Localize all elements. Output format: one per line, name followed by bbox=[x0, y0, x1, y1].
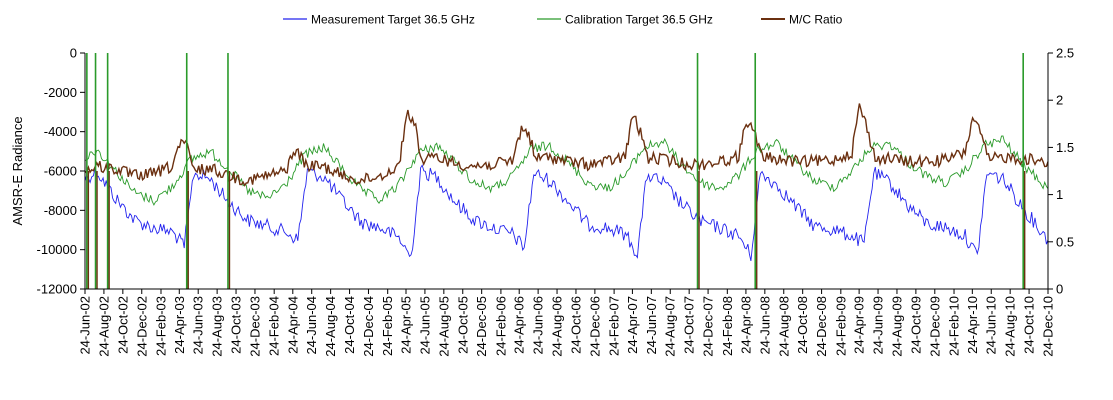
y-tick-label: 0 bbox=[70, 46, 77, 61]
x-tick-label: 24-Feb-06 bbox=[493, 296, 508, 356]
x-tick-label: 24-Jun-02 bbox=[78, 296, 93, 355]
x-tick-label: 24-Aug-05 bbox=[436, 296, 451, 357]
x-tick-label: 24-Apr-10 bbox=[965, 296, 980, 354]
x-tick-label: 24-Feb-07 bbox=[607, 296, 622, 356]
x-tick-label: 24-Apr-06 bbox=[512, 296, 527, 354]
x-tick-label: 24-Oct-06 bbox=[568, 296, 583, 354]
series-line-3 bbox=[84, 103, 1049, 187]
x-tick-label: 24-Feb-10 bbox=[947, 296, 962, 356]
x-tick-label: 24-Apr-05 bbox=[399, 296, 414, 354]
y2-tick-label: 2.5 bbox=[1056, 46, 1074, 61]
x-tick-label: 24-Oct-07 bbox=[682, 296, 697, 354]
legend-label: M/C Ratio bbox=[789, 13, 843, 27]
x-tick-label: 24-Aug-10 bbox=[1003, 296, 1018, 357]
x-tick-label: 24-Dec-04 bbox=[361, 296, 376, 357]
y-tick-label: -4000 bbox=[44, 124, 77, 139]
x-tick-label: 24-Dec-03 bbox=[247, 296, 262, 357]
y-tick-label: -2000 bbox=[44, 85, 77, 100]
x-tick-label: 24-Dec-10 bbox=[1041, 296, 1056, 357]
x-tick-label: 24-Aug-03 bbox=[210, 296, 225, 357]
plot-area bbox=[84, 53, 1049, 289]
x-tick-label: 24-Jun-05 bbox=[417, 296, 432, 355]
series-line-1 bbox=[84, 164, 1049, 261]
x-tick-label: 24-Apr-08 bbox=[738, 296, 753, 354]
legend: Measurement Target 36.5 GHz Calibration T… bbox=[283, 13, 843, 27]
x-tick-label: 24-Aug-04 bbox=[323, 296, 338, 357]
x-tick-label: 24-Dec-07 bbox=[701, 296, 716, 357]
legend-label: Measurement Target 36.5 GHz bbox=[311, 13, 475, 27]
x-tick-label: 24-Oct-04 bbox=[342, 296, 357, 354]
x-tick-label: 24-Feb-08 bbox=[720, 296, 735, 356]
x-tick-label: 24-Jun-07 bbox=[644, 296, 659, 355]
x-tick-label: 24-Aug-08 bbox=[776, 296, 791, 357]
x-tick-label: 24-Oct-03 bbox=[229, 296, 244, 354]
x-tick-label: 24-Aug-06 bbox=[550, 296, 565, 357]
x-tick-label: 24-Oct-02 bbox=[115, 296, 130, 354]
x-tick-label: 24-Jun-08 bbox=[757, 296, 772, 355]
x-tick-label: 24-Dec-05 bbox=[474, 296, 489, 357]
x-tick-label: 24-Oct-10 bbox=[1022, 296, 1037, 354]
y-tick-label: -12000 bbox=[37, 282, 77, 297]
y2-tick-label: 1.5 bbox=[1056, 140, 1074, 155]
x-tick-label: 24-Aug-09 bbox=[889, 296, 904, 357]
x-tick-label: 24-Apr-03 bbox=[172, 296, 187, 354]
legend-label: Calibration Target 36.5 GHz bbox=[565, 13, 713, 27]
x-tick-label: 24-Jun-04 bbox=[304, 296, 319, 355]
x-tick-label: 24-Dec-02 bbox=[134, 296, 149, 357]
y-axis-title: AMSR-E Radiance bbox=[10, 116, 25, 225]
x-tick-label: 24-Apr-09 bbox=[852, 296, 867, 354]
x-tick-label: 24-Jun-03 bbox=[191, 296, 206, 355]
x-tick-label: 24-Aug-07 bbox=[663, 296, 678, 357]
x-tick-label: 24-Aug-02 bbox=[96, 296, 111, 357]
y2-tick-label: 1 bbox=[1056, 187, 1063, 202]
y2-tick-label: 0 bbox=[1056, 282, 1063, 297]
axes: 0 -2000 -4000 -6000 -8000 -10000 -12000 2.5 2 1.5… bbox=[37, 46, 1075, 357]
y-tick-label: -8000 bbox=[44, 203, 77, 218]
x-tick-label: 24-Feb-05 bbox=[380, 296, 395, 356]
x-tick-label: 24-Oct-08 bbox=[795, 296, 810, 354]
y-tick-label: -10000 bbox=[37, 242, 77, 257]
y2-tick-label: 0.5 bbox=[1056, 234, 1074, 249]
x-tick-label: 24-Oct-09 bbox=[908, 296, 923, 354]
x-tick-label: 24-Feb-04 bbox=[267, 296, 282, 356]
x-tick-label: 24-Apr-07 bbox=[625, 296, 640, 354]
x-tick-label: 24-Dec-09 bbox=[927, 296, 942, 357]
y2-tick-label: 2 bbox=[1056, 93, 1063, 108]
x-tick-label: 24-Dec-06 bbox=[587, 296, 602, 357]
x-tick-label: 24-Jun-10 bbox=[984, 296, 999, 355]
x-tick-label: 24-Feb-03 bbox=[153, 296, 168, 356]
x-tick-label: 24-Jun-09 bbox=[871, 296, 886, 355]
x-tick-label: 24-Apr-04 bbox=[285, 296, 300, 354]
x-tick-label: 24-Oct-05 bbox=[455, 296, 470, 354]
x-tick-label: 24-Jun-06 bbox=[531, 296, 546, 355]
x-tick-label: 24-Feb-09 bbox=[833, 296, 848, 356]
y-tick-label: -6000 bbox=[44, 164, 77, 179]
x-tick-label: 24-Dec-08 bbox=[814, 296, 829, 357]
